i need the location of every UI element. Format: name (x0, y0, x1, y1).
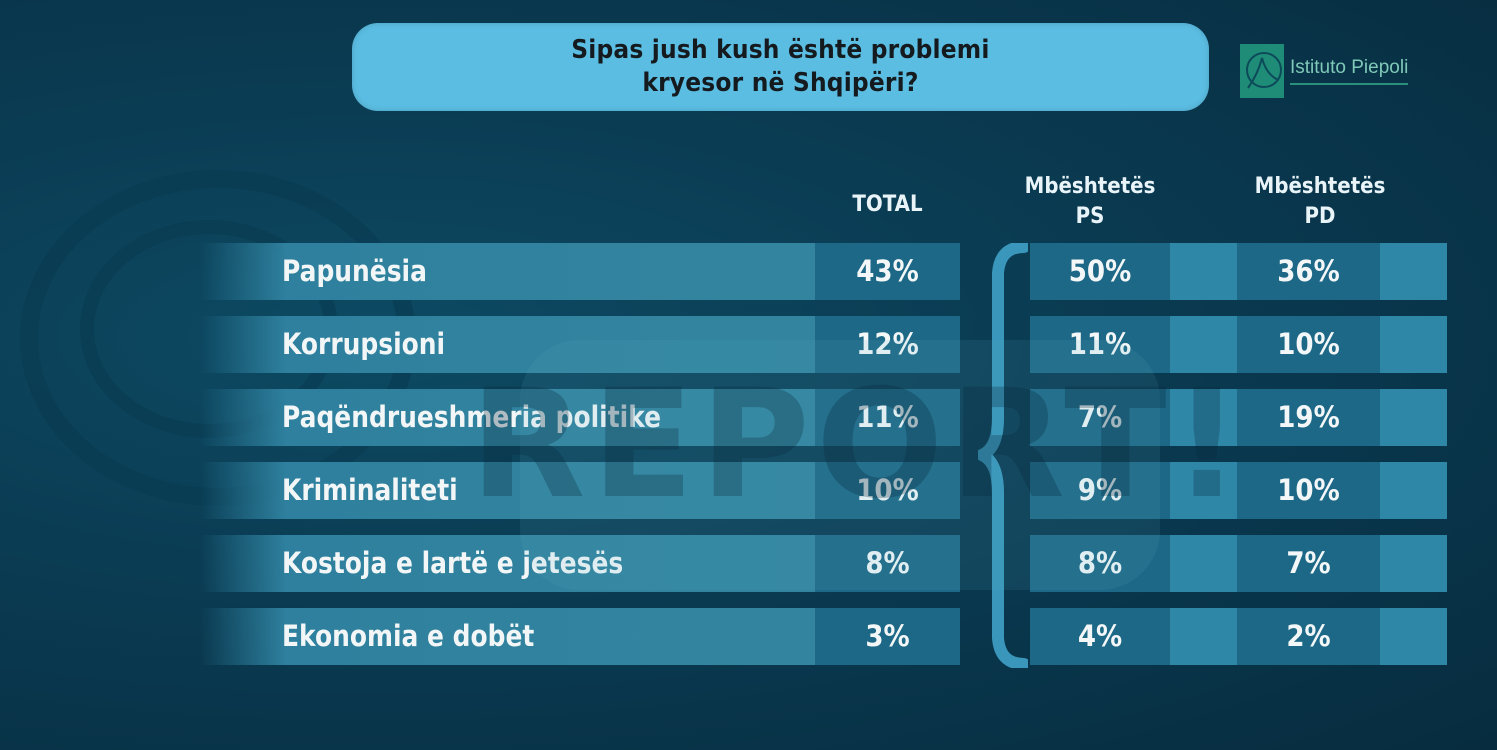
row-label: Papunësia (282, 254, 427, 288)
ps-spacer (1170, 243, 1237, 300)
pd-spacer (1380, 389, 1447, 446)
header-ps-line1: Mbështetës (1024, 174, 1156, 199)
row-label: Kriminaliteti (282, 473, 458, 507)
total-value: 11% (856, 400, 919, 434)
ps-value: 8% (1077, 546, 1123, 580)
row-label: Korrupsioni (282, 327, 446, 361)
title-box: Sipas jush kush është problemi kryesor n… (352, 23, 1209, 111)
total-cell (815, 389, 960, 446)
pd-spacer (1380, 243, 1447, 300)
table-row: Korrupsioni 12% 11% 10% (0, 316, 1497, 373)
ps-spacer (1170, 608, 1237, 665)
table-row: Papunësia 43% 50% 36% (0, 243, 1497, 300)
pd-value: 19% (1277, 400, 1340, 434)
pd-cell (1237, 389, 1380, 446)
ps-spacer (1170, 535, 1237, 592)
ps-cell (1030, 389, 1170, 446)
total-cell (815, 608, 960, 665)
pd-value: 10% (1277, 327, 1340, 361)
ps-value: 9% (1077, 473, 1123, 507)
logo-text: Istituto Piepoli (1290, 57, 1409, 85)
row-band (200, 608, 815, 665)
ps-spacer (1170, 389, 1237, 446)
ps-value: 4% (1077, 619, 1123, 653)
total-cell (815, 243, 960, 300)
pd-cell (1237, 608, 1380, 665)
header-ps-line2: PS (1075, 204, 1105, 229)
ps-cell (1030, 608, 1170, 665)
ps-cell (1030, 316, 1170, 373)
total-value: 12% (856, 327, 919, 361)
table-row: Ekonomia e dobët 3% 4% 2% (0, 608, 1497, 665)
title-line-1: Sipas jush kush është problemi (571, 35, 990, 65)
total-value: 3% (865, 619, 910, 653)
pd-value: 36% (1277, 254, 1340, 288)
row-band (200, 316, 815, 373)
total-cell (815, 316, 960, 373)
total-cell (815, 462, 960, 519)
pd-cell (1237, 316, 1380, 373)
header-pd-line2: PD (1304, 204, 1336, 229)
row-band (200, 462, 815, 519)
header-pd: Mbështetës PD (1230, 172, 1410, 232)
header-total: TOTAL (831, 190, 944, 220)
ps-value: 50% (1068, 254, 1132, 288)
pd-cell (1237, 243, 1380, 300)
total-cell (815, 535, 960, 592)
pd-spacer (1380, 462, 1447, 519)
row-label: Ekonomia e dobët (282, 619, 535, 653)
table-row: Kriminaliteti 10% 9% 10% (0, 462, 1497, 519)
table-row: Paqëndrueshmeria politike 11% 7% 19% (0, 389, 1497, 446)
pd-spacer (1380, 608, 1447, 665)
ps-value: 11% (1068, 327, 1132, 361)
header-pd-line1: Mbështetës (1254, 174, 1386, 199)
ps-cell (1030, 535, 1170, 592)
header-total-label: TOTAL (852, 192, 923, 217)
pd-cell (1237, 462, 1380, 519)
header-ps: Mbështetës PS (1000, 172, 1180, 232)
row-label: Paqëndrueshmeria politike (282, 400, 662, 434)
pd-spacer (1380, 316, 1447, 373)
ps-spacer (1170, 316, 1237, 373)
istituto-piepoli-logo: Istituto Piepoli (1240, 44, 1409, 98)
table-row: Kostoja e lartë e jetesës 8% 8% 7% (0, 535, 1497, 592)
piepoli-logo-icon (1240, 44, 1284, 98)
pd-value: 10% (1277, 473, 1340, 507)
ps-cell (1030, 462, 1170, 519)
pd-value: 7% (1286, 546, 1331, 580)
pd-value: 2% (1286, 619, 1331, 653)
row-label: Kostoja e lartë e jetesës (282, 546, 624, 580)
total-value: 8% (865, 546, 910, 580)
row-band (200, 389, 815, 446)
total-value: 43% (856, 254, 919, 288)
curly-brace-icon (978, 243, 1028, 668)
pd-cell (1237, 535, 1380, 592)
ps-value: 7% (1077, 400, 1123, 434)
ps-spacer (1170, 462, 1237, 519)
row-band (200, 535, 815, 592)
pd-spacer (1380, 535, 1447, 592)
ps-cell (1030, 243, 1170, 300)
title-line-2: kryesor në Shqipëri? (642, 68, 919, 98)
row-band (200, 243, 815, 300)
total-value: 10% (856, 473, 919, 507)
